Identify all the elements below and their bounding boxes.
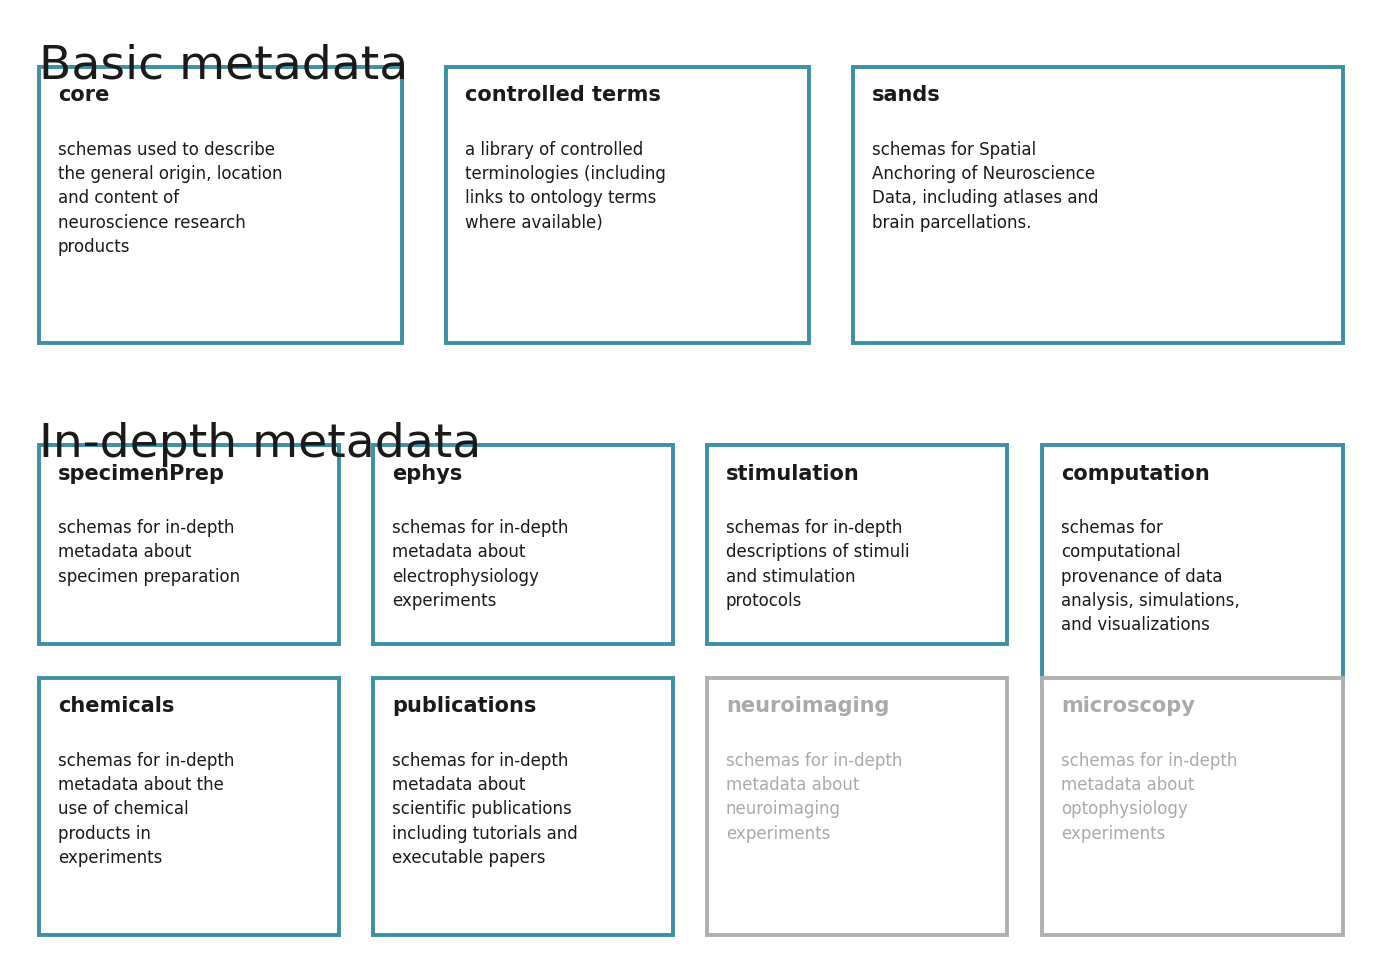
Text: schemas for
computational
provenance of data
analysis, simulations,
and visualiz: schemas for computational provenance of … xyxy=(1061,518,1241,634)
Text: sands: sands xyxy=(872,85,941,106)
Text: schemas for in-depth
metadata about
scientific publications
including tutorials : schemas for in-depth metadata about scie… xyxy=(392,751,578,866)
Text: ephys: ephys xyxy=(392,463,462,484)
FancyBboxPatch shape xyxy=(373,678,673,935)
FancyBboxPatch shape xyxy=(707,446,1007,644)
FancyBboxPatch shape xyxy=(39,678,339,935)
Text: schemas for in-depth
metadata about the
use of chemical
products in
experiments: schemas for in-depth metadata about the … xyxy=(58,751,235,866)
FancyBboxPatch shape xyxy=(39,68,402,344)
Text: stimulation: stimulation xyxy=(726,463,860,484)
Text: schemas for in-depth
metadata about
neuroimaging
experiments: schemas for in-depth metadata about neur… xyxy=(726,751,903,842)
Text: a library of controlled
terminologies (including
links to ontology terms
where a: a library of controlled terminologies (i… xyxy=(465,141,667,232)
Text: specimenPrep: specimenPrep xyxy=(58,463,225,484)
Text: schemas for in-depth
metadata about
specimen preparation: schemas for in-depth metadata about spec… xyxy=(58,518,240,585)
Text: neuroimaging: neuroimaging xyxy=(726,696,889,716)
FancyBboxPatch shape xyxy=(853,68,1343,344)
Text: schemas used to describe
the general origin, location
and content of
neuroscienc: schemas used to describe the general ori… xyxy=(58,141,283,256)
Text: controlled terms: controlled terms xyxy=(465,85,661,106)
Text: microscopy: microscopy xyxy=(1061,696,1195,716)
Text: In-depth metadata: In-depth metadata xyxy=(39,422,480,466)
Text: schemas for in-depth
metadata about
electrophysiology
experiments: schemas for in-depth metadata about elec… xyxy=(392,518,569,610)
Text: core: core xyxy=(58,85,109,106)
Text: schemas for in-depth
descriptions of stimuli
and stimulation
protocols: schemas for in-depth descriptions of sti… xyxy=(726,518,909,610)
Text: chemicals: chemicals xyxy=(58,696,174,716)
FancyBboxPatch shape xyxy=(1042,678,1343,935)
Text: computation: computation xyxy=(1061,463,1210,484)
Text: Basic metadata: Basic metadata xyxy=(39,44,408,88)
FancyBboxPatch shape xyxy=(373,446,673,644)
Text: publications: publications xyxy=(392,696,537,716)
FancyBboxPatch shape xyxy=(446,68,809,344)
FancyBboxPatch shape xyxy=(39,446,339,644)
FancyBboxPatch shape xyxy=(1042,446,1343,683)
Text: schemas for Spatial
Anchoring of Neuroscience
Data, including atlases and
brain : schemas for Spatial Anchoring of Neurosc… xyxy=(872,141,1098,232)
FancyBboxPatch shape xyxy=(707,678,1007,935)
Text: schemas for in-depth
metadata about
optophysiology
experiments: schemas for in-depth metadata about opto… xyxy=(1061,751,1238,842)
